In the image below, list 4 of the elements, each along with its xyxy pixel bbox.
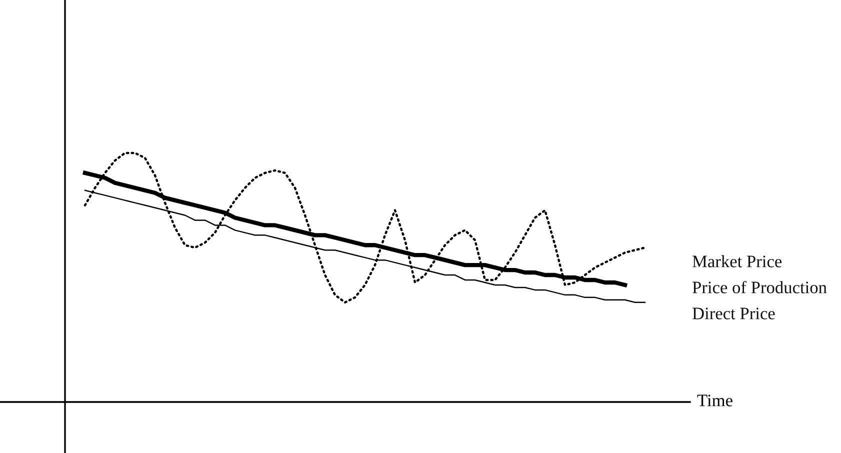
text: Price of Production xyxy=(692,280,827,294)
text: Market Price xyxy=(692,255,782,268)
x-axis-title: Time xyxy=(697,394,732,406)
text: Direct Price xyxy=(692,308,775,320)
